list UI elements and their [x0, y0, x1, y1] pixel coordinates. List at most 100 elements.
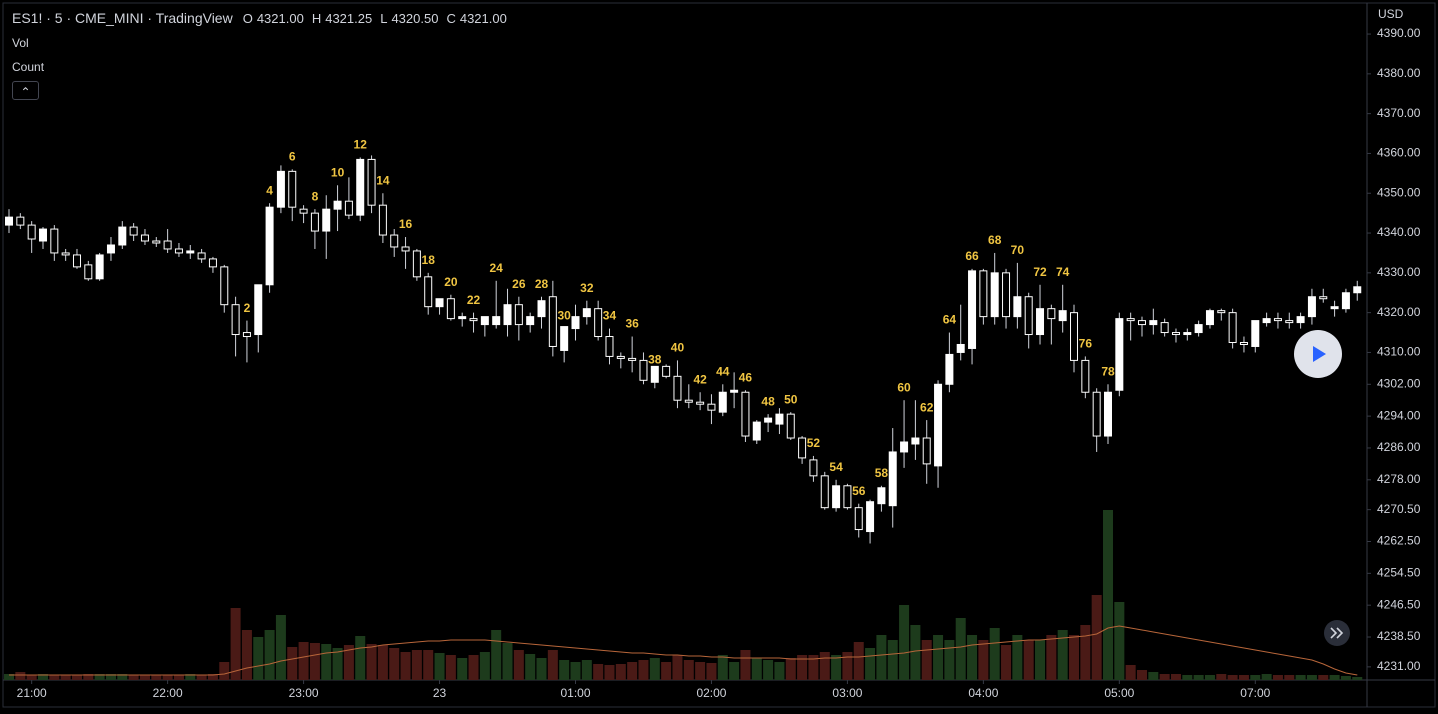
candle-body	[662, 365, 671, 377]
candle-body	[480, 316, 489, 326]
volume-bar	[468, 655, 479, 680]
candle-body	[1319, 296, 1328, 300]
volume-bar	[37, 674, 48, 680]
volume-bar	[525, 654, 536, 680]
candle-body	[344, 200, 353, 216]
volume-bar	[366, 644, 377, 680]
candle-body	[979, 270, 988, 318]
candle-body	[888, 451, 897, 507]
y-tick-label: 4320.00	[1377, 305, 1421, 319]
candle-body	[1341, 292, 1350, 310]
volume-bar	[4, 674, 15, 680]
candle-body	[616, 355, 625, 359]
scroll-to-latest-button[interactable]	[1324, 620, 1350, 646]
volume-bar	[683, 660, 694, 680]
volume-bar	[1272, 675, 1283, 680]
volume-bar	[321, 644, 332, 680]
volume-bar	[173, 675, 184, 680]
candle-body	[1296, 316, 1305, 324]
count-label: 48	[761, 394, 775, 408]
candle-body	[186, 250, 195, 254]
x-tick-label: 21:00	[17, 686, 47, 700]
y-tick-label: 4238.50	[1377, 629, 1421, 643]
volume-bar	[547, 650, 558, 680]
volume-bar	[559, 660, 570, 680]
volume-bar	[1250, 675, 1261, 680]
volume-bar	[196, 675, 207, 680]
x-tick-label: 22:00	[153, 686, 183, 700]
volume-bar	[763, 660, 774, 680]
count-label: 68	[988, 233, 1002, 247]
candle-body	[61, 252, 70, 256]
volume-bar	[513, 650, 524, 680]
candle-body	[5, 216, 14, 226]
volume-bar	[1318, 675, 1329, 680]
candle-body	[1036, 308, 1045, 336]
x-tick-label: 03:00	[832, 686, 862, 700]
legend-header: ES1! · 5 · CME_MINI · TradingView O 4321.…	[12, 10, 511, 26]
volume-bar	[105, 674, 116, 680]
volume-bar	[1023, 640, 1034, 680]
candle-body	[900, 441, 909, 453]
play-button[interactable]	[1294, 330, 1342, 378]
y-tick-label: 4294.00	[1377, 408, 1421, 422]
y-tick-label: 4390.00	[1377, 26, 1421, 40]
candle-body	[503, 304, 512, 326]
x-tick-label: 07:00	[1240, 686, 1270, 700]
candle-body	[537, 300, 546, 318]
volume-bar	[899, 605, 910, 680]
volume-bar	[230, 608, 241, 680]
volume-bar	[491, 630, 502, 680]
count-label: 40	[671, 341, 685, 355]
y-tick-label: 4380.00	[1377, 66, 1421, 80]
volume-bar	[967, 635, 978, 680]
candle-body	[38, 228, 47, 242]
candle-body	[492, 316, 501, 326]
volume-bar	[275, 615, 286, 680]
candle-body	[299, 208, 308, 214]
count-label: 6	[289, 150, 296, 164]
volume-bar	[117, 674, 128, 680]
volume-bar	[876, 635, 887, 680]
y-tick-label: 4310.00	[1377, 345, 1421, 359]
volume-bar	[71, 675, 82, 680]
volume-bar	[1329, 675, 1340, 680]
indicator-label[interactable]: Vol	[12, 36, 29, 50]
candle-body	[412, 250, 421, 278]
candle-body	[820, 475, 829, 509]
count-label: 12	[354, 138, 368, 152]
volume-bar	[1216, 674, 1227, 680]
candle-body	[673, 375, 682, 401]
count-label: 56	[852, 484, 866, 498]
volume-bar	[978, 640, 989, 680]
ohlc-label: H	[311, 11, 322, 26]
volume-bar	[1170, 674, 1181, 680]
volume-bar	[139, 675, 150, 680]
collapse-button[interactable]: ⌃	[12, 81, 39, 100]
count-label: 32	[580, 281, 594, 295]
volume-bar	[1261, 674, 1272, 680]
candle-body	[254, 284, 263, 336]
volume-bar	[887, 640, 898, 680]
volume-bar	[49, 675, 60, 680]
count-label: 38	[648, 353, 662, 367]
candle-body	[1228, 312, 1237, 343]
count-label: 2	[244, 301, 251, 315]
candle-body	[843, 485, 852, 509]
volume-bar	[729, 662, 740, 680]
volume-bar	[615, 664, 626, 680]
indicator-label[interactable]: Count	[12, 60, 45, 74]
count-label: 62	[920, 400, 934, 414]
candle-body	[1262, 318, 1271, 324]
candle-body	[16, 216, 25, 226]
candle-body	[27, 224, 36, 240]
candle-body	[605, 336, 614, 357]
ohlc-label: O	[242, 11, 253, 26]
volume-bar	[287, 647, 298, 680]
candle-body	[106, 244, 115, 254]
candle-body	[775, 413, 784, 425]
volume-bar	[865, 648, 876, 680]
candle-body	[582, 308, 591, 318]
candle-body	[571, 316, 580, 330]
volume-bar	[15, 672, 26, 680]
